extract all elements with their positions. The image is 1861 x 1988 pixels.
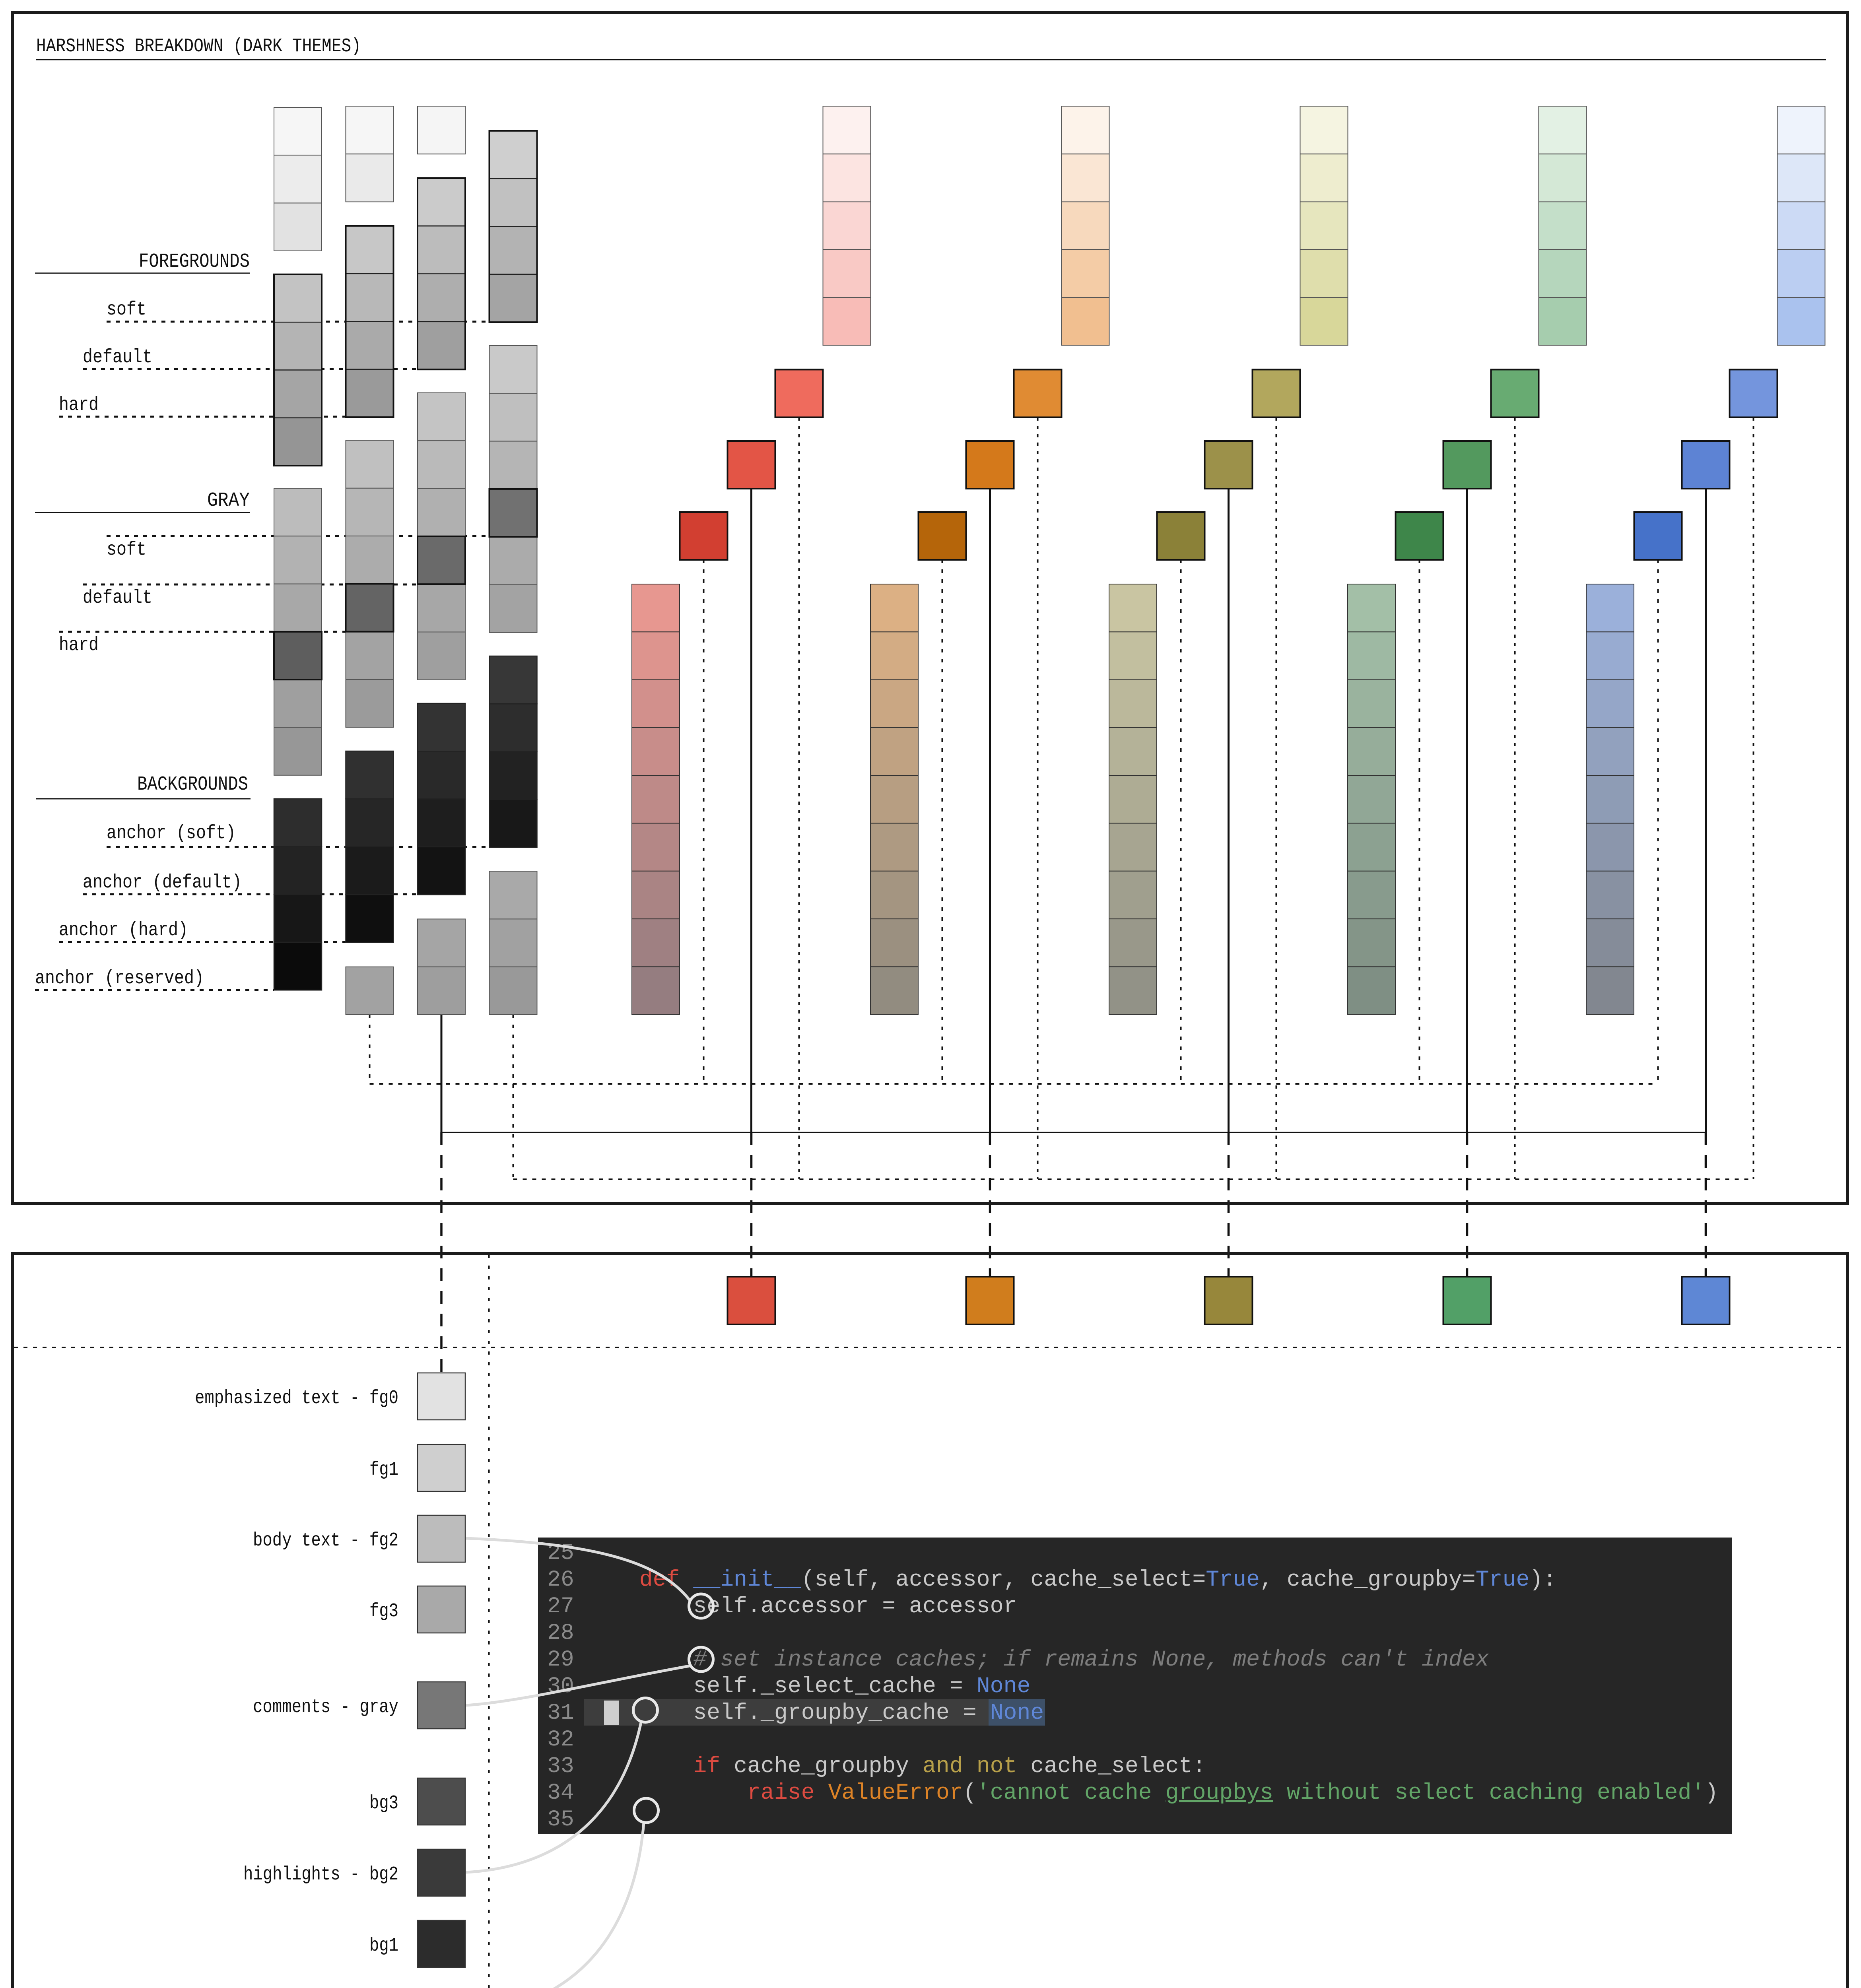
svg-text:anchor (default): anchor (default) [83,872,242,893]
svg-text:27: 27 [547,1594,574,1619]
svg-text:not: not [977,1753,1017,1779]
svg-text:def: def [639,1567,680,1592]
svg-text:bg1: bg1 [369,1935,398,1957]
svg-text:hard: hard [59,394,99,416]
svg-text:None: None [977,1673,1031,1699]
svg-text:and: and [923,1753,963,1779]
svg-text:cache_select:: cache_select: [1030,1753,1206,1779]
svg-text:default: default [83,347,152,368]
svg-text:True: True [1206,1567,1260,1592]
svg-text:raise: raise [747,1780,815,1806]
svg-text:anchor (hard): anchor (hard) [59,920,188,941]
svg-text:soft: soft [107,299,146,320]
svg-text:28: 28 [547,1620,574,1646]
svg-text:None: None [990,1700,1044,1726]
svg-text:(self, accessor, cache_select=: (self, accessor, cache_select= [801,1567,1206,1592]
svg-text:cache_groupby: cache_groupby [734,1753,909,1779]
svg-text:': ' [1691,1780,1705,1806]
svg-text:29: 29 [547,1647,574,1672]
svg-text:self.accessor = accessor: self.accessor = accessor [693,1594,1017,1619]
svg-text:'cannot cache: 'cannot cache [977,1780,1166,1806]
svg-text:without select caching enabled: without select caching enabled [1273,1780,1692,1806]
svg-text:ValueError: ValueError [828,1780,963,1806]
svg-text:True: True [1476,1567,1530,1592]
svg-text:default: default [83,587,152,609]
svg-text:body text - fg2: body text - fg2 [253,1530,398,1551]
svg-text:34: 34 [547,1780,574,1806]
svg-text:groupbys: groupbys [1166,1780,1273,1806]
svg-text:hard: hard [59,635,99,656]
svg-text:FOREGROUNDS: FOREGROUNDS [139,250,250,273]
svg-text:(: ( [963,1780,977,1806]
svg-text:emphasized text - fg0: emphasized text - fg0 [195,1388,398,1409]
svg-text:soft: soft [107,539,146,561]
svg-text:HARSHNESS BREAKDOWN (DARK THEM: HARSHNESS BREAKDOWN (DARK THEMES) [36,36,361,57]
svg-text:anchor (soft): anchor (soft) [107,823,236,844]
svg-text:anchor (reserved): anchor (reserved) [35,968,204,989]
svg-text:): ) [1705,1780,1718,1806]
svg-text:self._groupby_cache =: self._groupby_cache = [693,1700,990,1726]
svg-text:32: 32 [547,1727,574,1752]
svg-text:31: 31 [547,1700,574,1726]
svg-text:fg3: fg3 [369,1601,398,1622]
svg-text:BACKGROUNDS: BACKGROUNDS [137,773,248,796]
svg-text:comments - gray: comments - gray [253,1697,398,1718]
svg-text:fg1: fg1 [369,1459,398,1481]
svg-text:, cache_groupby=: , cache_groupby= [1260,1567,1476,1592]
svg-text:bg3: bg3 [369,1793,398,1814]
svg-text:# set instance caches; if rema: # set instance caches; if remains None, … [693,1647,1489,1672]
svg-text:GRAY: GRAY [207,489,250,512]
svg-text:self._select_cache =: self._select_cache = [693,1673,976,1699]
svg-text:26: 26 [547,1567,574,1592]
svg-text:__init__: __init__ [693,1567,801,1592]
svg-text:highlights - bg2: highlights - bg2 [243,1864,398,1885]
svg-text:):: ): [1529,1567,1556,1592]
svg-text:33: 33 [547,1753,574,1779]
svg-text:35: 35 [547,1807,574,1832]
svg-text:30: 30 [547,1673,574,1699]
svg-text:if: if [693,1753,720,1779]
